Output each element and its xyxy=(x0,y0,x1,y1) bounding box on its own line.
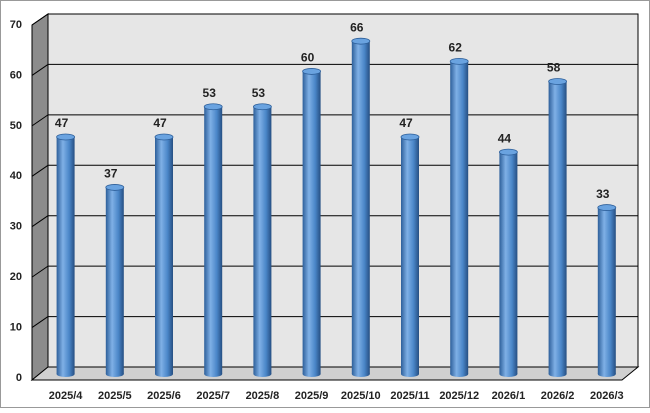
bar-top xyxy=(597,204,617,211)
grid-line-side xyxy=(31,13,49,26)
bar-top xyxy=(498,148,518,156)
x-tick-label: 2026/3 xyxy=(590,390,624,402)
bar-top xyxy=(302,68,322,75)
x-tick-label: 2025/7 xyxy=(196,390,230,402)
value-label: 47 xyxy=(399,116,413,130)
bar xyxy=(351,37,371,377)
bar-body xyxy=(401,136,419,374)
bar xyxy=(252,103,272,377)
grid-line-side xyxy=(31,215,49,228)
x-tick-label: 2025/8 xyxy=(246,390,280,402)
x-tick-label: 2025/9 xyxy=(295,390,329,402)
bar-body xyxy=(499,152,518,374)
bar-top xyxy=(203,103,223,111)
bar-body xyxy=(204,106,223,374)
bar-top xyxy=(548,78,567,85)
value-label: 37 xyxy=(104,167,118,181)
y-tick-label: 20 xyxy=(10,271,22,283)
bar-base xyxy=(155,371,173,377)
bar-body xyxy=(548,81,567,374)
bar xyxy=(105,184,125,377)
bar xyxy=(302,68,322,377)
bar-body xyxy=(105,187,124,374)
bar-base xyxy=(450,371,469,377)
bar-top xyxy=(449,57,469,65)
bar-base xyxy=(105,371,124,377)
value-label: 33 xyxy=(596,187,610,201)
side-wall xyxy=(31,13,49,382)
bar-top xyxy=(56,133,75,141)
y-tick-label: 50 xyxy=(10,120,22,132)
value-label: 66 xyxy=(350,20,364,34)
y-tick-label: 30 xyxy=(10,221,22,233)
bar-base xyxy=(499,371,518,377)
x-tick-label: 2026/2 xyxy=(541,390,575,402)
bar-base xyxy=(548,371,567,377)
x-tick-label: 2025/12 xyxy=(439,390,479,402)
bar-body xyxy=(253,106,272,374)
bar-base xyxy=(204,371,223,377)
bar-top xyxy=(105,184,125,191)
y-tick-label: 60 xyxy=(10,69,22,81)
grid-line-side xyxy=(31,265,49,278)
bar xyxy=(400,133,420,377)
bar xyxy=(154,133,174,377)
bar-base xyxy=(597,371,616,377)
bar-body xyxy=(597,207,616,374)
value-label: 53 xyxy=(252,86,266,100)
bar-body xyxy=(450,61,469,374)
bar-base xyxy=(401,371,419,377)
bar-base xyxy=(253,371,272,377)
bar-body xyxy=(351,41,370,375)
value-label: 53 xyxy=(203,86,217,100)
grid-line-side xyxy=(31,316,49,328)
x-tick-label: 2025/5 xyxy=(98,390,132,402)
value-label: 58 xyxy=(547,61,561,75)
bar xyxy=(597,204,617,377)
x-tick-label: 2025/11 xyxy=(390,390,429,402)
bar-top xyxy=(252,103,272,111)
x-tick-label: 2025/6 xyxy=(147,390,181,402)
bar xyxy=(449,57,469,377)
bar-body xyxy=(155,136,173,374)
bar-base xyxy=(302,371,321,377)
value-label: 47 xyxy=(153,116,167,130)
bar xyxy=(548,78,567,377)
x-tick-label: 2026/1 xyxy=(492,390,526,402)
bar-top xyxy=(351,37,371,45)
y-tick-label: 10 xyxy=(10,321,22,333)
bar-body xyxy=(56,136,75,374)
value-label: 47 xyxy=(55,116,69,130)
x-tick-label: 2025/4 xyxy=(49,390,84,402)
bar-base xyxy=(56,371,75,377)
x-tick-label: 2025/10 xyxy=(341,390,381,402)
bar xyxy=(498,148,518,377)
bar-top xyxy=(154,133,174,141)
floor xyxy=(30,366,640,381)
value-label: 44 xyxy=(498,131,512,145)
value-label: 62 xyxy=(449,41,463,55)
y-tick-label: 0 xyxy=(16,372,22,384)
y-tick-label: 70 xyxy=(10,19,22,31)
bar-body xyxy=(302,71,321,374)
grid-line-side xyxy=(31,114,49,127)
value-label: 60 xyxy=(301,51,315,65)
grid-line-side xyxy=(31,64,49,76)
bar xyxy=(203,103,223,377)
bar-top xyxy=(400,133,420,141)
bar xyxy=(56,133,75,377)
y-tick-label: 40 xyxy=(10,170,22,182)
bar-base xyxy=(351,371,370,377)
grid-line-side xyxy=(31,164,49,177)
back-wall xyxy=(47,13,639,368)
